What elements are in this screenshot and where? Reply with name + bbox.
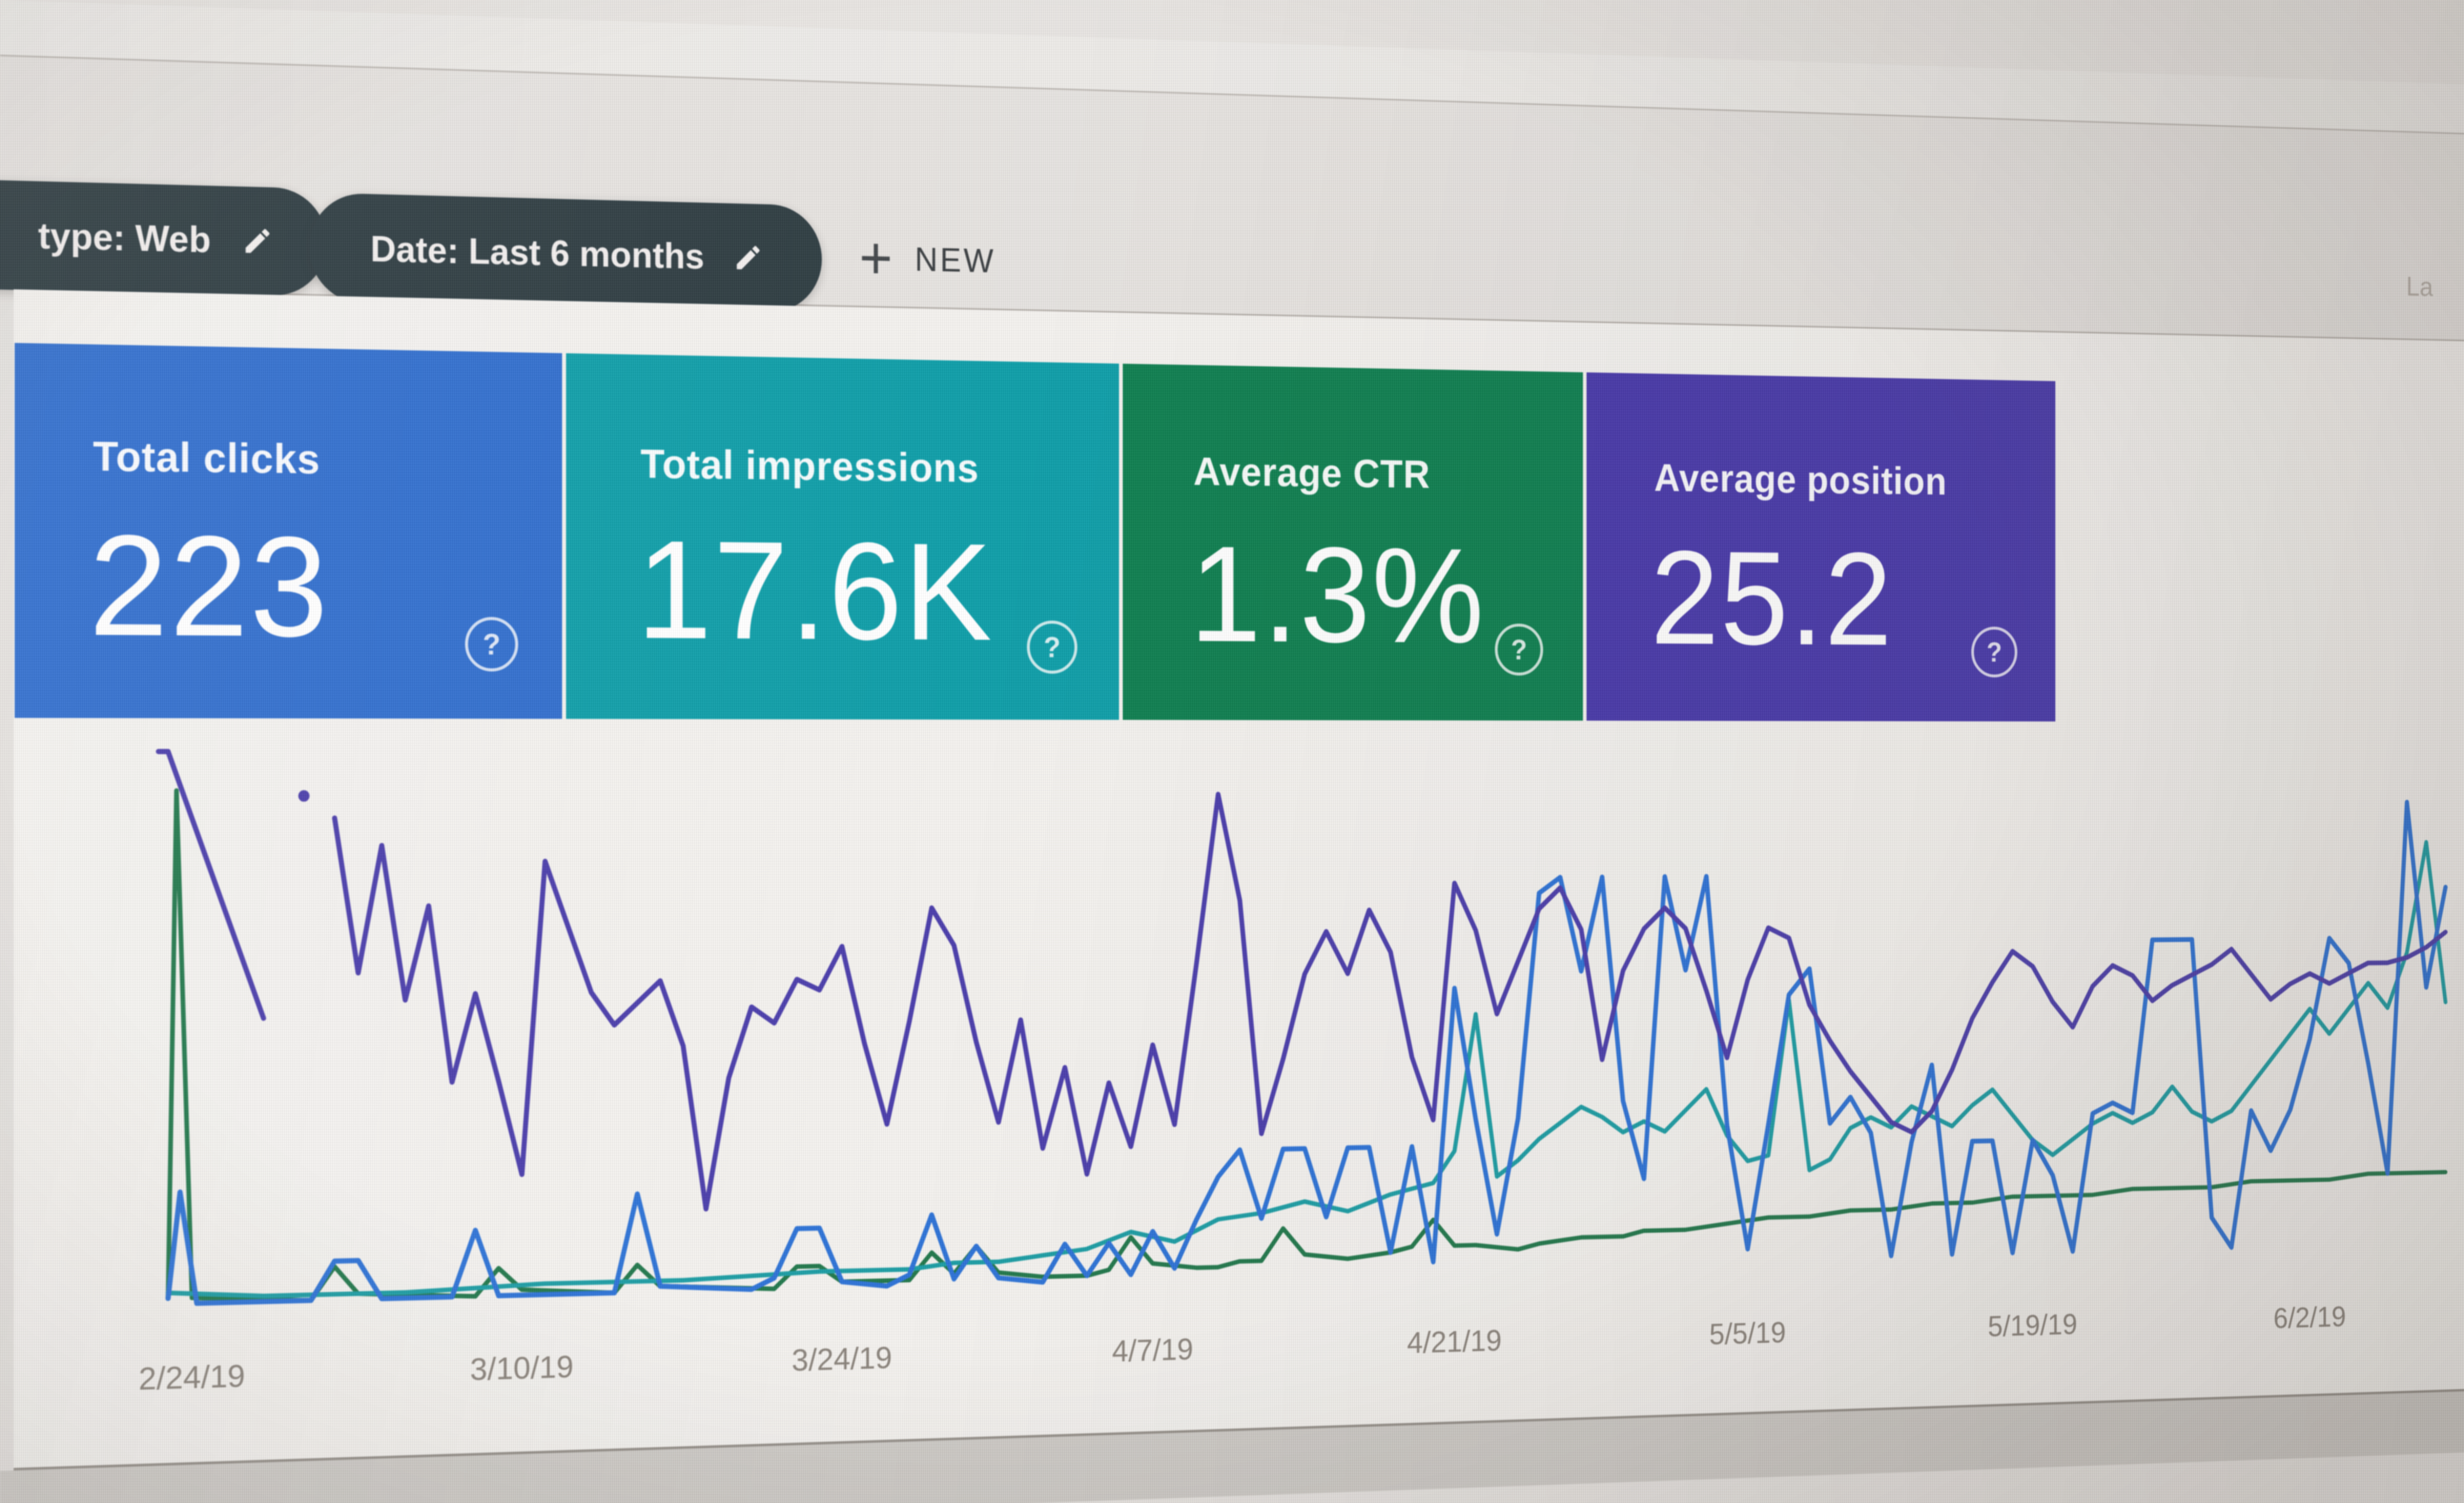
series-line-average-ctr — [168, 787, 2446, 1304]
performance-line-chart[interactable] — [146, 746, 2464, 1341]
plus-icon: + — [859, 228, 892, 289]
search-type-chip-label: type: Web — [38, 215, 211, 261]
x-axis-label: 6/2/19 — [2255, 1299, 2364, 1335]
help-icon[interactable]: ? — [465, 617, 518, 672]
metric-card-total-impressions[interactable]: Total impressions 17.6K ? — [566, 353, 1119, 720]
x-axis-label: 5/5/19 — [1690, 1315, 1805, 1353]
x-axis-label: 5/19/19 — [1976, 1307, 2089, 1344]
search-console-performance-screen: type: Web Date: Last 6 months + NEW La T… — [0, 0, 2464, 1503]
help-icon[interactable]: ? — [1027, 621, 1077, 674]
metric-card-total-clicks[interactable]: Total clicks 223 ? — [15, 343, 562, 719]
x-axis-label: 4/7/19 — [1091, 1331, 1214, 1370]
pencil-icon[interactable] — [242, 224, 273, 258]
x-axis-label: 4/21/19 — [1395, 1323, 1514, 1361]
x-axis-label: 2/24/19 — [125, 1357, 259, 1398]
card-value: 1.3% — [1189, 519, 1485, 671]
pencil-icon[interactable] — [733, 242, 763, 274]
card-label: Average position — [1654, 455, 1947, 503]
help-icon[interactable]: ? — [1495, 623, 1543, 675]
card-value: 25.2 — [1650, 524, 1893, 673]
card-value: 223 — [89, 507, 330, 666]
help-icon[interactable]: ? — [1972, 626, 2018, 677]
series-dot-average-position — [299, 790, 310, 802]
metric-card-average-position[interactable]: Average position 25.2 ? — [1587, 373, 2056, 722]
metric-card-average-ctr[interactable]: Average CTR 1.3% ? — [1123, 364, 1583, 720]
new-button-label: NEW — [915, 240, 995, 280]
card-label: Total impressions — [641, 440, 979, 491]
card-value: 17.6K — [636, 513, 993, 669]
right-partial-text: La — [2406, 271, 2433, 303]
series-line-total-impressions — [168, 842, 2446, 1298]
monitor-photo: type: Web Date: Last 6 months + NEW La T… — [0, 0, 2464, 1503]
x-axis-label: 3/24/19 — [779, 1340, 905, 1379]
series-line-average-position — [335, 792, 2446, 1217]
new-filter-button[interactable]: + NEW — [859, 215, 996, 304]
x-axis-label: 3/10/19 — [457, 1348, 587, 1388]
card-label: Average CTR — [1194, 448, 1431, 497]
series-line-total-clicks — [168, 802, 2446, 1304]
date-chip-label: Date: Last 6 months — [371, 228, 704, 277]
date-filter-chip[interactable]: Date: Last 6 months — [309, 192, 822, 313]
card-label: Total clicks — [93, 433, 321, 483]
search-type-filter-chip[interactable]: type: Web — [0, 176, 327, 296]
